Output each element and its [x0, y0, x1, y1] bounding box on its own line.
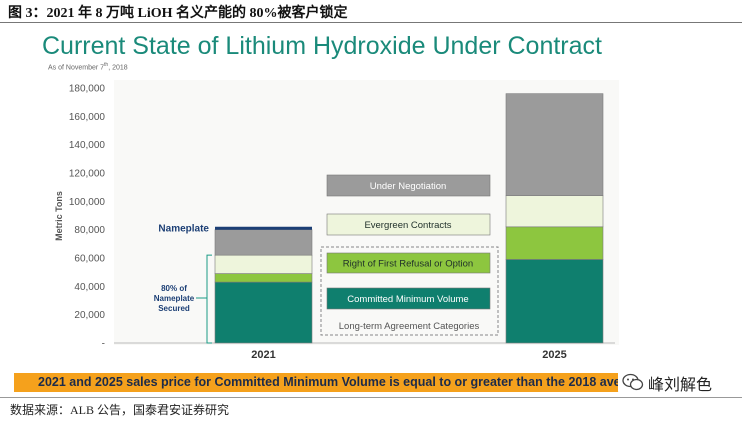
y-tick-label: 40,000 — [74, 282, 105, 293]
legend-entry: Under Negotiation — [370, 181, 447, 192]
legend-entry: Evergreen Contracts — [364, 220, 451, 231]
legend-entry: Right of First Refusal or Option — [343, 259, 473, 270]
y-tick-label: 100,000 — [69, 197, 106, 208]
secured-annotation-line: 80% of — [161, 284, 187, 293]
nameplate-line — [215, 226, 312, 230]
bar-2025-segment — [505, 259, 604, 344]
legend-swatch — [326, 174, 491, 197]
y-tick-label: 20,000 — [74, 310, 105, 321]
wechat-icon — [622, 373, 644, 391]
bar-2025-segment — [505, 195, 604, 228]
y-tick-label: 120,000 — [69, 169, 106, 180]
x-tick-label: 2021 — [251, 349, 275, 361]
legend-title: Long-term Agreement Categories — [339, 321, 480, 332]
bar-2021-segment — [214, 281, 313, 344]
legend-dashed-box — [320, 246, 499, 336]
legend-swatch — [326, 213, 491, 236]
nameplate-label: Nameplate — [158, 223, 209, 234]
chart-date: As of November 7th, 2018 — [48, 62, 128, 72]
watermark-text: 峰刘解色 — [648, 375, 713, 394]
y-axis-label: Metric Tons — [54, 191, 64, 241]
y-tick-label: 180,000 — [69, 84, 106, 95]
bottom-divider — [0, 397, 742, 398]
bar-2025-segment — [505, 226, 604, 260]
banner-text: 2021 and 2025 sales price for Committed … — [38, 375, 648, 389]
legend-swatch — [326, 252, 491, 274]
legend-entry: Committed Minimum Volume — [347, 294, 468, 305]
bar-2021-segment — [214, 229, 313, 256]
y-tick-label: 140,000 — [69, 140, 106, 151]
top-divider — [0, 22, 742, 23]
secured-annotation-line: Secured — [158, 304, 190, 313]
bar-2021-segment — [214, 273, 313, 283]
secured-annotation-line: Nameplate — [154, 294, 195, 303]
legend-swatch — [326, 287, 491, 310]
y-tick-label: - — [102, 339, 105, 350]
chart-title: Current State of Lithium Hydroxide Under… — [42, 32, 602, 60]
watermark: 峰刘解色 — [618, 370, 742, 394]
source-note: 数据来源：ALB 公告，国泰君安证券研究 — [10, 403, 230, 417]
bar-2025-segment — [505, 93, 604, 196]
figure-caption: 图 3：2021 年 8 万吨 LiOH 名义产能的 80%被客户锁定 — [8, 6, 348, 21]
y-tick-label: 80,000 — [74, 225, 105, 236]
secured-bracket — [206, 254, 212, 344]
price-banner: 2021 and 2025 sales price for Committed … — [14, 373, 730, 392]
y-tick-label: 160,000 — [69, 112, 106, 123]
y-tick-label: 60,000 — [74, 254, 105, 265]
bar-2021-segment — [214, 254, 313, 274]
x-tick-label: 2025 — [542, 349, 566, 361]
